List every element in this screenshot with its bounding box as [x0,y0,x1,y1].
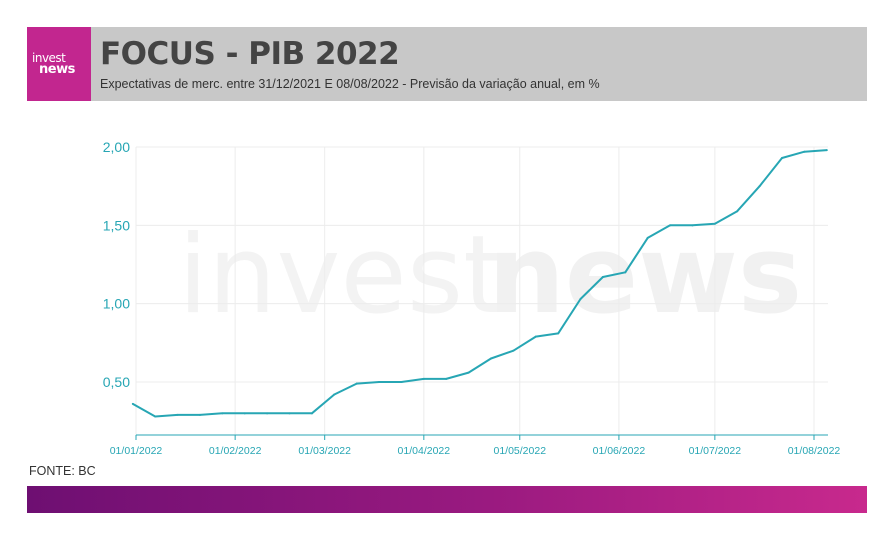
x-tick-label-1: 01/02/2022 [209,445,262,457]
grid-lines [135,146,828,435]
data-point-18 [534,335,537,338]
data-point-4 [221,412,224,415]
x-tick-label-7: 01/08/2022 [788,445,841,457]
chart-header: invest news FOCUS - PIB 2022 Expectativa… [27,27,867,101]
chart-subtitle: Expectativas de merc. entre 31/12/2021 E… [100,77,600,91]
watermark-text-right: news [488,213,802,338]
x-tick-label-3: 01/04/2022 [398,445,451,457]
data-point-31 [825,149,828,152]
investnews-logo: invest news [27,27,91,101]
chart-title: FOCUS - PIB 2022 [100,36,400,72]
series-line-0 [132,149,827,418]
logo-text-top: invest [32,51,66,65]
y-tick-labels: 0,50 1,00 1,50 2,00 [103,139,130,390]
data-point-8 [310,412,313,415]
data-point-29 [781,156,784,159]
data-point-28 [758,185,761,188]
data-point-21 [601,276,604,279]
data-point-2 [176,413,179,416]
y-tick-label-1: 1,00 [103,296,130,312]
x-tick-label-2: 01/03/2022 [298,445,351,457]
y-tick-label-3: 2,00 [103,139,130,155]
data-point-27 [736,210,739,213]
data-point-9 [333,393,336,396]
data-point-13 [422,377,425,380]
data-point-23 [646,236,649,239]
x-axis [135,434,828,440]
data-point-11 [378,381,381,383]
data-point-0 [131,402,134,405]
x-tick-labels: 01/01/2022 01/02/2022 01/03/2022 01/04/2022… [110,445,841,457]
series-pib-2022 [131,149,828,418]
x-tick-label-4: 01/05/2022 [493,445,546,457]
data-point-17 [512,349,515,352]
data-point-5 [243,412,246,415]
data-point-20 [579,297,582,300]
source-note: FONTE: BC [29,464,96,478]
data-point-24 [669,224,672,227]
data-point-7 [288,412,291,415]
data-point-16 [489,357,492,360]
y-tick-label-0: 0,50 [103,374,130,390]
data-point-12 [400,381,403,383]
watermark-text-left: invest [178,213,505,338]
data-point-10 [355,382,358,385]
data-point-26 [713,222,716,225]
data-point-22 [624,271,627,274]
x-tick-label-5: 01/06/2022 [593,445,646,457]
data-point-6 [266,412,269,415]
y-tick-label-2: 1,50 [103,217,130,233]
data-point-25 [691,224,694,227]
data-point-1 [154,415,157,418]
data-point-3 [198,413,201,416]
footer-gradient-bar [27,486,867,513]
data-point-14 [445,377,448,380]
data-point-19 [557,332,560,335]
data-point-30 [803,150,806,153]
x-tick-label-6: 01/07/2022 [689,445,742,457]
x-tick-label-0: 01/01/2022 [110,445,163,457]
watermark: invest news [178,213,802,338]
logo-text-bottom: news [39,62,75,77]
data-point-15 [467,371,470,374]
